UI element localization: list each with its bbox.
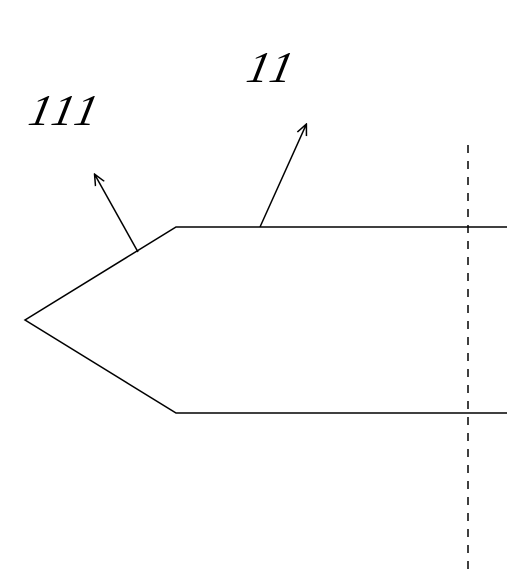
leader-arrow-right — [260, 125, 306, 227]
leader-arrow-left — [95, 175, 138, 252]
label-111: 111 — [25, 85, 107, 136]
body-outline — [25, 227, 507, 413]
